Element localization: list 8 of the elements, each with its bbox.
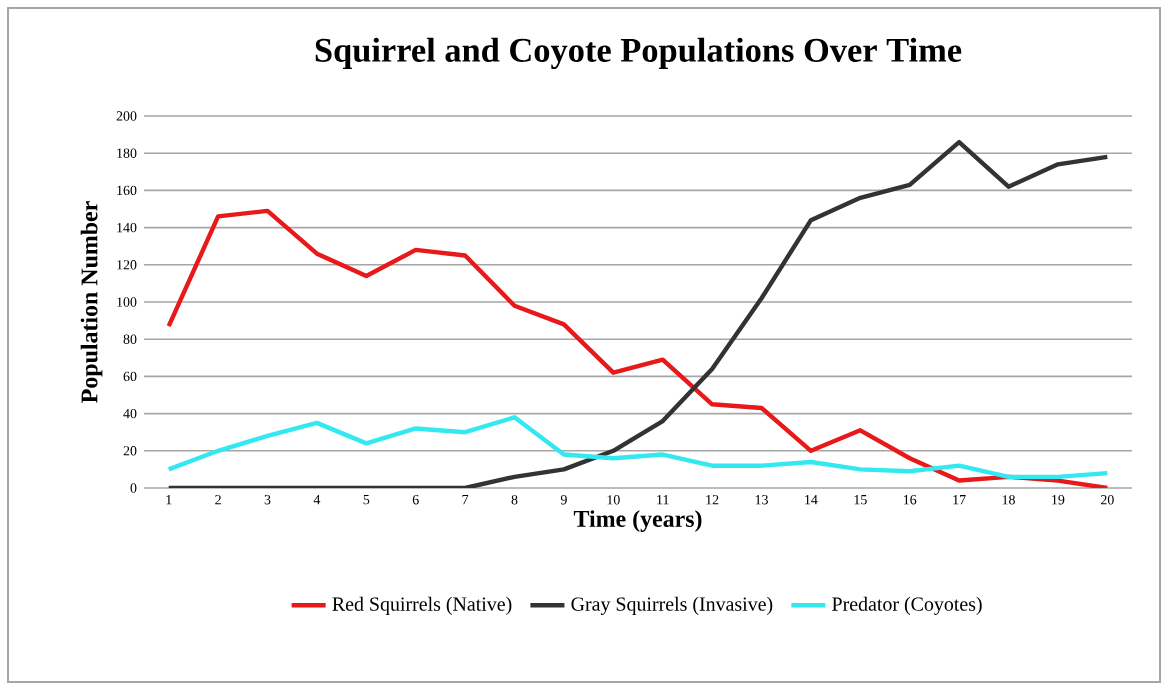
- y-axis-title: Population Number: [80, 201, 103, 403]
- x-axis-title: Time (years): [573, 510, 702, 532]
- chart-title: Squirrel and Coyote Populations Over Time: [315, 37, 962, 70]
- legend-label: Red Squirrels (Native): [332, 596, 512, 615]
- legend-label: Gray Squirrels (Invasive): [571, 596, 773, 615]
- legend-label: Predator (Coyotes): [832, 596, 982, 615]
- line-series: [166, 415, 1110, 480]
- line-series: [166, 208, 1110, 488]
